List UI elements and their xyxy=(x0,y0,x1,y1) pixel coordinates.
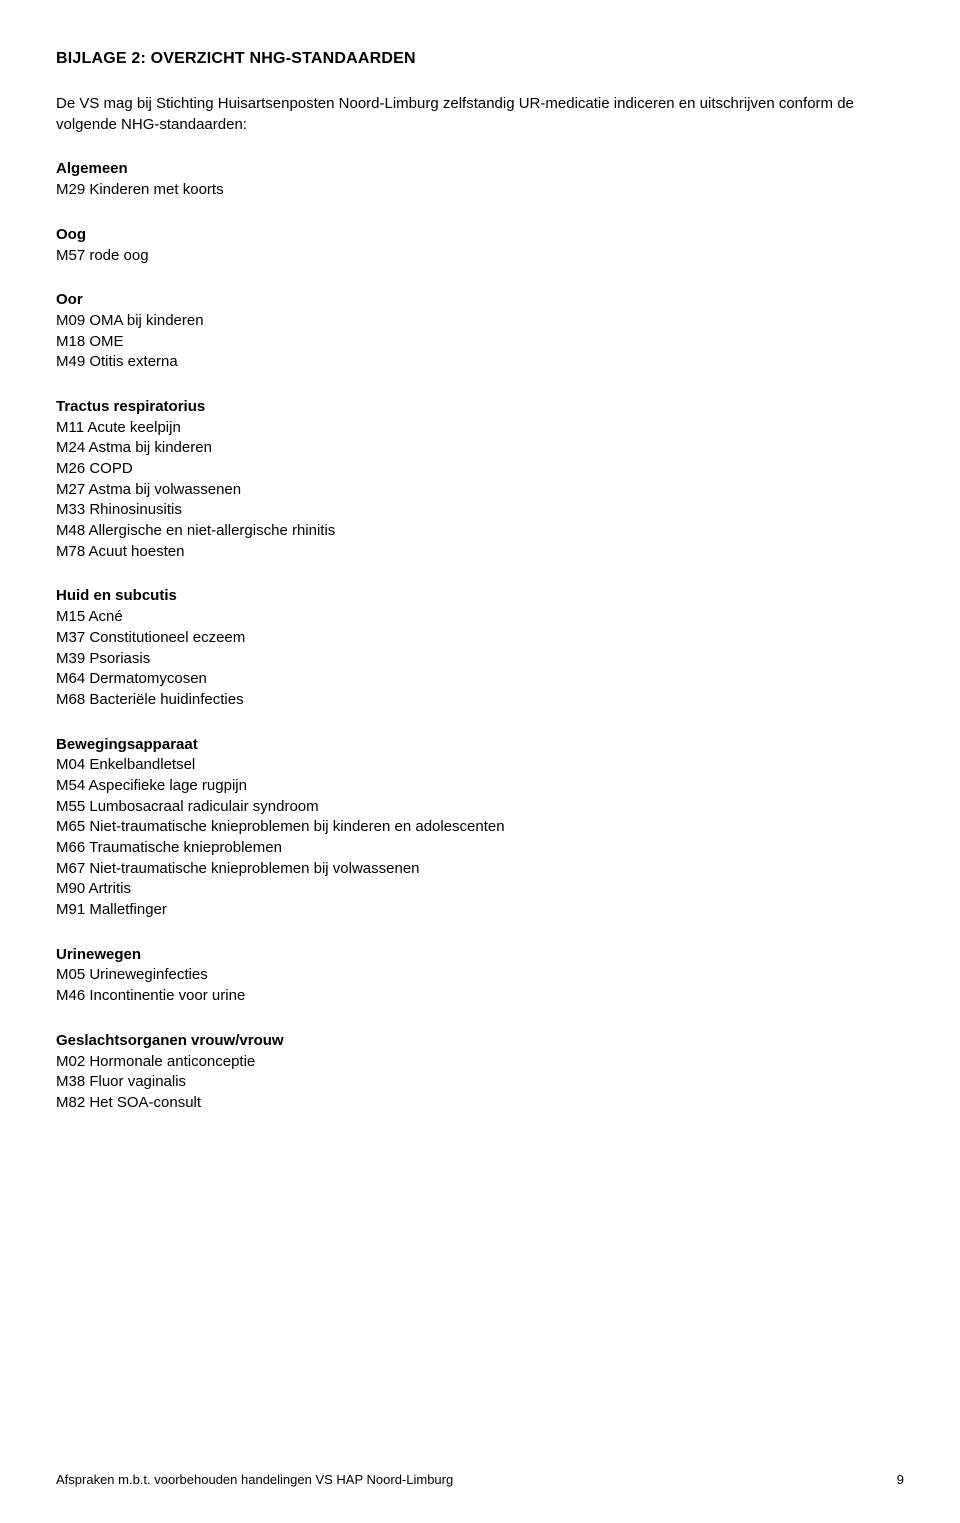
section-heading: Geslachtsorganen vrouw/vrouw xyxy=(56,1031,904,1052)
section-heading: Bewegingsapparaat xyxy=(56,735,904,756)
footer-text: Afspraken m.b.t. voorbehouden handelinge… xyxy=(56,1471,453,1489)
list-item: M29 Kinderen met koorts xyxy=(56,180,904,201)
list-item: M04 Enkelbandletsel xyxy=(56,755,904,776)
list-item: M05 Urineweginfecties xyxy=(56,965,904,986)
section-heading: Tractus respiratorius xyxy=(56,397,904,418)
list-item: M78 Acuut hoesten xyxy=(56,542,904,563)
list-item: M55 Lumbosacraal radiculair syndroom xyxy=(56,797,904,818)
list-item: M02 Hormonale anticonceptie xyxy=(56,1052,904,1073)
list-item: M26 COPD xyxy=(56,459,904,480)
list-item: M64 Dermatomycosen xyxy=(56,669,904,690)
page-title: BIJLAGE 2: OVERZICHT NHG-STANDAARDEN xyxy=(56,48,904,70)
list-item: M18 OME xyxy=(56,332,904,353)
section-oog: Oog M57 rode oog xyxy=(56,225,904,266)
list-item: M67 Niet-traumatische knieproblemen bij … xyxy=(56,859,904,880)
list-item: M54 Aspecifieke lage rugpijn xyxy=(56,776,904,797)
section-heading: Algemeen xyxy=(56,159,904,180)
intro-paragraph: De VS mag bij Stichting Huisartsenposten… xyxy=(56,94,904,135)
section-beweging: Bewegingsapparaat M04 Enkelbandletsel M5… xyxy=(56,735,904,921)
list-item: M66 Traumatische knieproblemen xyxy=(56,838,904,859)
section-tractus: Tractus respiratorius M11 Acute keelpijn… xyxy=(56,397,904,563)
list-item: M15 Acné xyxy=(56,607,904,628)
list-item: M37 Constitutioneel eczeem xyxy=(56,628,904,649)
page-footer: Afspraken m.b.t. voorbehouden handelinge… xyxy=(56,1471,904,1489)
list-item: M57 rode oog xyxy=(56,246,904,267)
section-oor: Oor M09 OMA bij kinderen M18 OME M49 Oti… xyxy=(56,290,904,373)
list-item: M82 Het SOA-consult xyxy=(56,1093,904,1114)
list-item: M27 Astma bij volwassenen xyxy=(56,480,904,501)
section-heading: Oor xyxy=(56,290,904,311)
section-heading: Oog xyxy=(56,225,904,246)
list-item: M39 Psoriasis xyxy=(56,649,904,670)
list-item: M91 Malletfinger xyxy=(56,900,904,921)
list-item: M65 Niet-traumatische knieproblemen bij … xyxy=(56,817,904,838)
list-item: M11 Acute keelpijn xyxy=(56,418,904,439)
list-item: M68 Bacteriële huidinfecties xyxy=(56,690,904,711)
section-algemeen: Algemeen M29 Kinderen met koorts xyxy=(56,159,904,200)
section-geslacht: Geslachtsorganen vrouw/vrouw M02 Hormona… xyxy=(56,1031,904,1114)
list-item: M38 Fluor vaginalis xyxy=(56,1072,904,1093)
list-item: M33 Rhinosinusitis xyxy=(56,500,904,521)
section-huid: Huid en subcutis M15 Acné M37 Constituti… xyxy=(56,586,904,710)
section-urinewegen: Urinewegen M05 Urineweginfecties M46 Inc… xyxy=(56,945,904,1007)
page-number: 9 xyxy=(897,1471,904,1489)
section-heading: Urinewegen xyxy=(56,945,904,966)
list-item: M49 Otitis externa xyxy=(56,352,904,373)
list-item: M09 OMA bij kinderen xyxy=(56,311,904,332)
list-item: M90 Artritis xyxy=(56,879,904,900)
list-item: M46 Incontinentie voor urine xyxy=(56,986,904,1007)
list-item: M48 Allergische en niet-allergische rhin… xyxy=(56,521,904,542)
section-heading: Huid en subcutis xyxy=(56,586,904,607)
list-item: M24 Astma bij kinderen xyxy=(56,438,904,459)
